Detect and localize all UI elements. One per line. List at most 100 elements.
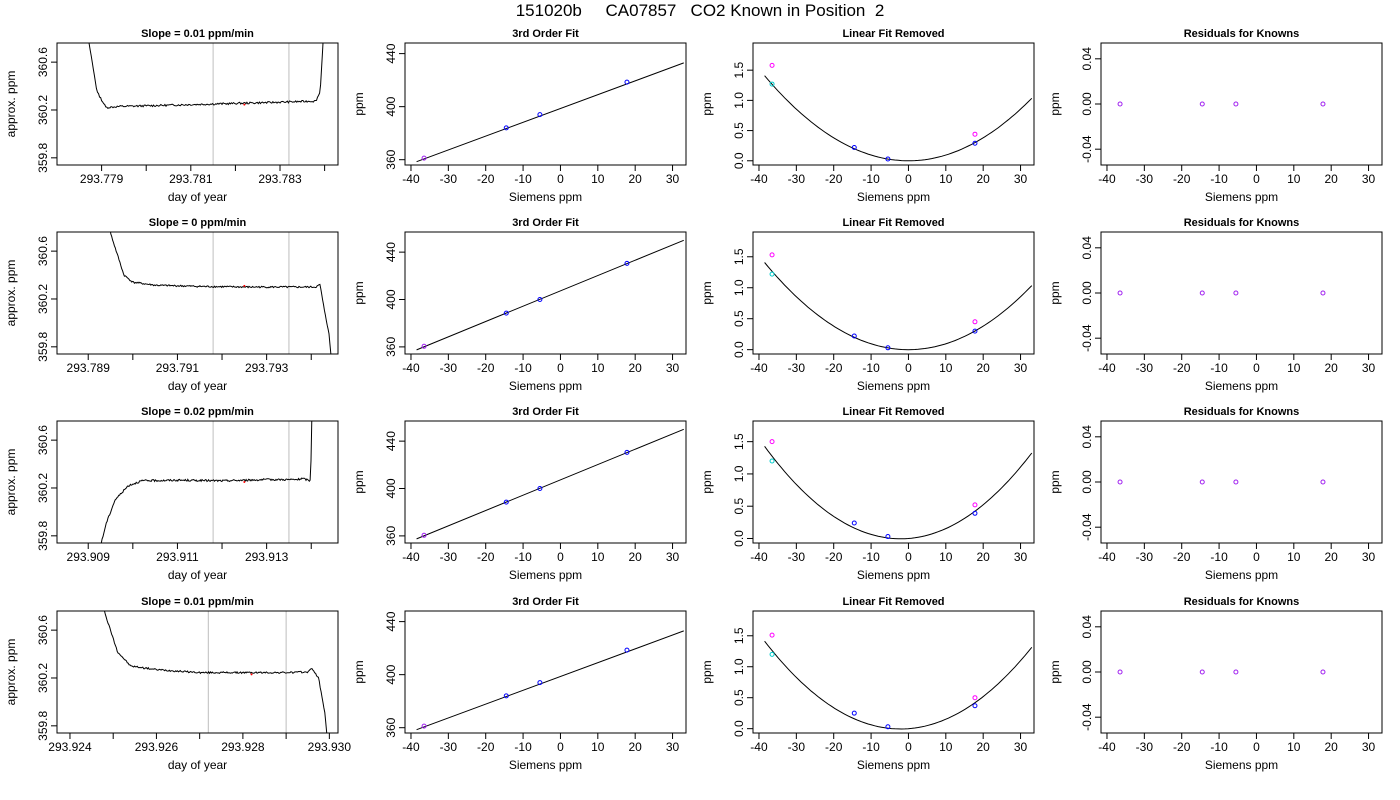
x-tick-label: -10 — [1210, 361, 1228, 375]
y-axis-label: ppm — [352, 281, 366, 304]
y-tick-label: -0.04 — [1080, 703, 1094, 731]
x-tick-label: -40 — [750, 361, 768, 375]
y-axis-label: ppm — [1048, 92, 1062, 115]
panel-linear-removed: Linear Fit Removed Siemens ppm ppm -40 -30 -2… — [700, 596, 1035, 772]
x-axis-label: Siemens ppm — [1205, 190, 1278, 204]
y-tick-label: 1.5 — [732, 62, 746, 79]
plot-frame — [404, 42, 687, 166]
y-tick-label: -0.04 — [1080, 324, 1094, 352]
plot-title: Linear Fit Removed — [842, 596, 944, 608]
data-point — [851, 144, 857, 150]
x-tick-label: 20 — [977, 740, 991, 754]
y-tick-label: 1.0 — [732, 465, 746, 482]
quadratic-curve — [764, 75, 1033, 162]
data-point — [972, 502, 978, 508]
x-tick-label: 293.928 — [221, 740, 265, 754]
y-tick-label: 360 — [384, 526, 398, 546]
x-tick-label: 30 — [1014, 361, 1028, 375]
panel-residuals: Residuals for Knowns Siemens ppm ppm -40 -30… — [1048, 217, 1383, 393]
x-tick-label: 293.909 — [67, 550, 111, 564]
data-point — [851, 520, 857, 526]
timeseries-trace — [110, 232, 332, 354]
data-point — [1199, 290, 1205, 296]
x-tick-label: -10 — [514, 361, 532, 375]
data-point — [503, 125, 509, 131]
plot-frame — [752, 42, 1035, 166]
y-tick-label: 0.04 — [1080, 47, 1094, 71]
x-tick-label: 0 — [1253, 361, 1260, 375]
x-tick-label: -30 — [1136, 550, 1154, 564]
x-tick-label: -40 — [402, 361, 420, 375]
panel-fit: 3rd Order Fit Siemens ppm ppm -40 -30 -20 -10 0… — [352, 406, 687, 582]
x-axis-label: Siemens ppm — [509, 379, 582, 393]
x-tick-label: -10 — [862, 550, 880, 564]
x-tick-label: 10 — [939, 550, 953, 564]
x-axis-label: Siemens ppm — [509, 568, 582, 582]
y-axis-label: ppm — [700, 92, 714, 115]
y-tick-label: -0.04 — [1080, 513, 1094, 541]
data-point — [851, 333, 857, 339]
plot-title: Linear Fit Removed — [842, 217, 944, 229]
y-tick-label: 360 — [384, 149, 398, 169]
x-tick-label: -10 — [862, 172, 880, 186]
data-point — [421, 723, 427, 729]
y-tick-label: 0.00 — [1080, 660, 1094, 684]
data-point — [1233, 669, 1239, 675]
panel-linear-removed: Linear Fit Removed Siemens ppm ppm -40 -30 -2… — [700, 28, 1035, 204]
x-tick-label: -40 — [750, 172, 768, 186]
data-point — [1233, 479, 1239, 485]
data-point — [624, 449, 630, 455]
data-point — [851, 710, 857, 716]
y-axis-label: ppm — [700, 660, 714, 683]
y-tick-label: 0.00 — [1080, 470, 1094, 494]
data-point — [885, 156, 891, 162]
plot-area — [88, 43, 324, 165]
data-point — [1199, 669, 1205, 675]
x-tick-label: 20 — [977, 172, 991, 186]
x-tick-label: 0 — [905, 550, 912, 564]
x-tick-label: 10 — [591, 172, 605, 186]
x-tick-label: -30 — [440, 361, 458, 375]
data-point — [1320, 479, 1326, 485]
y-tick-label: 360.2 — [36, 473, 50, 503]
x-tick-label: 293.781 — [169, 172, 213, 186]
plot-area — [764, 439, 1033, 540]
plot-title: Linear Fit Removed — [842, 406, 944, 418]
x-tick-label: 10 — [1287, 172, 1301, 186]
data-point — [537, 112, 543, 118]
plot-area — [1117, 101, 1326, 107]
y-tick-label: 359.8 — [36, 331, 50, 361]
x-tick-label: -10 — [1210, 740, 1228, 754]
plot-title: 3rd Order Fit — [512, 217, 579, 229]
y-axis-label: approx. ppm — [4, 449, 18, 516]
quadratic-curve — [764, 446, 1033, 540]
x-tick-label: -40 — [750, 740, 768, 754]
data-point — [885, 534, 891, 540]
x-tick-label: 0 — [1253, 740, 1260, 754]
plot-area — [1117, 290, 1326, 296]
data-point — [537, 486, 543, 492]
plot-area — [416, 428, 684, 540]
x-tick-label: 10 — [939, 172, 953, 186]
x-tick-label: 0 — [557, 172, 564, 186]
x-tick-label: -40 — [402, 740, 420, 754]
y-tick-label: 440 — [384, 242, 398, 262]
y-tick-label: 0.0 — [732, 341, 746, 358]
plot-area — [416, 239, 684, 351]
data-point — [421, 155, 427, 161]
plot-title: Slope = 0 ppm/min — [149, 217, 247, 229]
x-axis-label: Siemens ppm — [857, 758, 930, 772]
data-point — [972, 703, 978, 709]
x-axis-label: Siemens ppm — [857, 190, 930, 204]
y-tick-label: 440 — [384, 611, 398, 631]
data-point — [624, 647, 630, 653]
x-tick-label: 10 — [939, 361, 953, 375]
x-tick-label: 30 — [1014, 740, 1028, 754]
data-point — [624, 260, 630, 266]
x-tick-label: -40 — [750, 550, 768, 564]
plot-frame — [56, 610, 339, 734]
data-point — [972, 510, 978, 516]
y-tick-label: 360.2 — [36, 95, 50, 125]
panel-residuals: Residuals for Knowns Siemens ppm ppm -40 -30… — [1048, 28, 1383, 204]
data-point — [421, 343, 427, 349]
